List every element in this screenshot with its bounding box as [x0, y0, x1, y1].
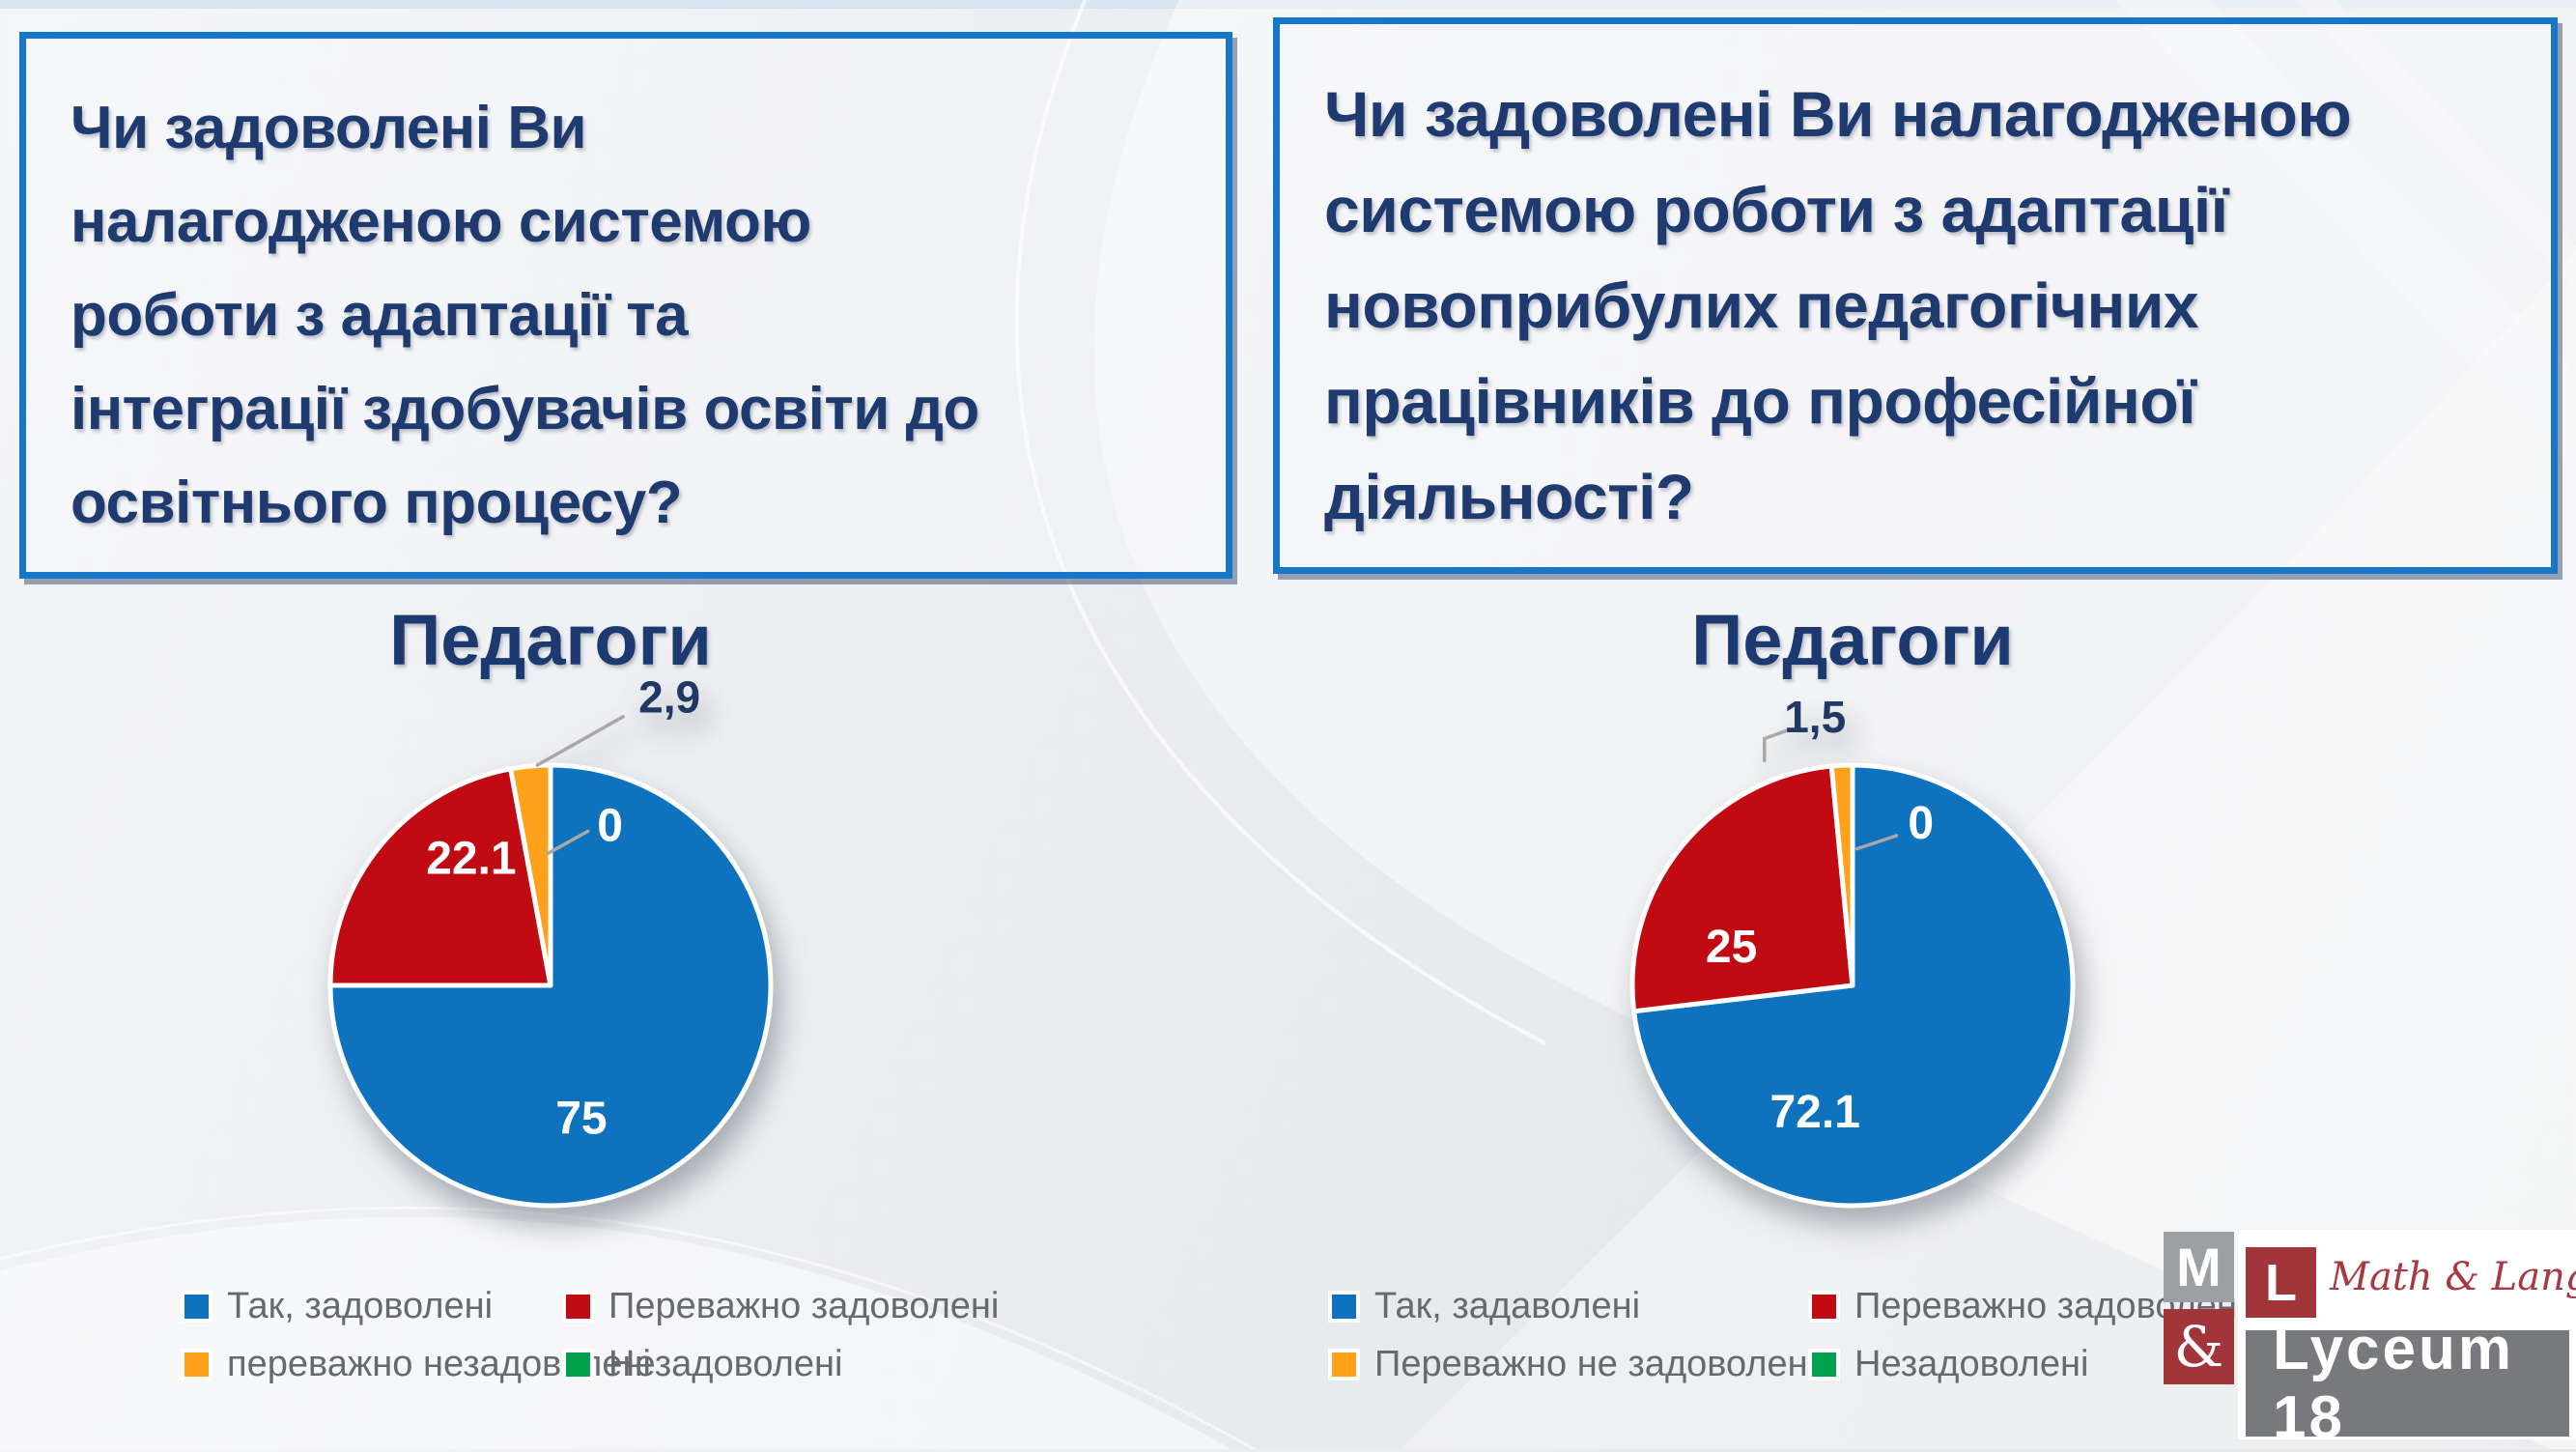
pie-slice [1629, 763, 1855, 1014]
pie-slice [508, 762, 553, 988]
pie-value-label: 1,5 [1784, 692, 1846, 742]
leader-line [535, 715, 625, 767]
question-box-right: Чи задоволені Ви налагодженою системою р… [1273, 17, 2558, 574]
legend-item: Переважно не задоволені [1328, 1335, 1816, 1393]
legend-item: Так, задоволені [181, 1277, 562, 1335]
legend-label: Незадоволені [1854, 1343, 2089, 1384]
legend-marker [1328, 1290, 1360, 1323]
pie-value-label: 75 [555, 1094, 607, 1145]
legend-item: Незадоволені [1808, 1335, 2245, 1393]
leader-line [1763, 727, 1791, 763]
top-accent-strip [0, 0, 2576, 9]
pie-chart-svg: 72.1 25 1,5 0 [1629, 692, 2076, 1209]
leader-line [546, 829, 590, 855]
pie-chart-svg: 75 22.1 2,9 0 [327, 671, 774, 1209]
chart-title: Педагоги [389, 600, 712, 680]
legend-label: Переважно задоволені [609, 1285, 1000, 1326]
legend-left: Так, задоволені Переважно задоволені пер… [181, 1277, 999, 1393]
leader-line [1854, 834, 1899, 851]
legend-marker [181, 1290, 212, 1323]
legend-item: Так, задаволені [1328, 1277, 1808, 1335]
pie-value-label: 72.1 [1769, 1087, 1859, 1138]
legend-marker [562, 1348, 594, 1381]
legend-label: Незадоволені [609, 1343, 843, 1384]
pie-value-label: 2,9 [638, 671, 700, 722]
legend-label: Переважно не задоволені [1374, 1343, 1817, 1384]
pie-value-label: 0 [597, 800, 623, 851]
pie-value-label: 0 [1908, 798, 1934, 849]
pie-slice [327, 762, 774, 1209]
logo-script-text: Math & Languages [2330, 1255, 2576, 1299]
question-text-left: Чи задоволені Ви налагодженою системою р… [71, 95, 979, 536]
question-box-left: Чи задоволені Ви налагодженою системою р… [19, 32, 1232, 579]
pie-value-label: 25 [1706, 922, 1757, 973]
legend-marker [181, 1348, 212, 1381]
pie-chart-panel-right: Педагоги 72.1 25 1,5 0 [1302, 599, 2403, 1449]
logo-l-square: L [2246, 1247, 2316, 1318]
legend-marker [562, 1290, 594, 1323]
legend-marker [1808, 1290, 1840, 1323]
pie-slice [327, 766, 553, 988]
legend-label: Так, задоволені [227, 1285, 494, 1326]
pie-chart-panel-left: Педагоги 75 22.1 2,9 0 [0, 599, 1101, 1449]
question-text-right: Чи задоволені Ви налагодженою системою р… [1324, 78, 2352, 532]
chart-title: Педагоги [1691, 600, 2014, 680]
school-logo: M & L Math & Languages Lyceum 18 [2164, 1230, 2576, 1451]
legend-marker [1328, 1348, 1360, 1381]
legend-item: переважно незадоволені [181, 1335, 651, 1393]
logo-m-square: M [2164, 1232, 2234, 1302]
legend-item: Незадоволені [562, 1335, 999, 1393]
legend-right: Так, задаволені Переважно задоволені Пер… [1328, 1277, 2245, 1393]
pie-slice [1828, 762, 1855, 988]
legend-item: Переважно задоволені [562, 1277, 999, 1335]
legend-marker [1808, 1348, 1840, 1381]
pie-value-label: 22.1 [426, 834, 516, 885]
legend-label: Так, задаволені [1374, 1285, 1641, 1326]
logo-banner-text: Lyceum 18 [2246, 1316, 2569, 1451]
logo-ampersand-square: & [2164, 1309, 2234, 1384]
